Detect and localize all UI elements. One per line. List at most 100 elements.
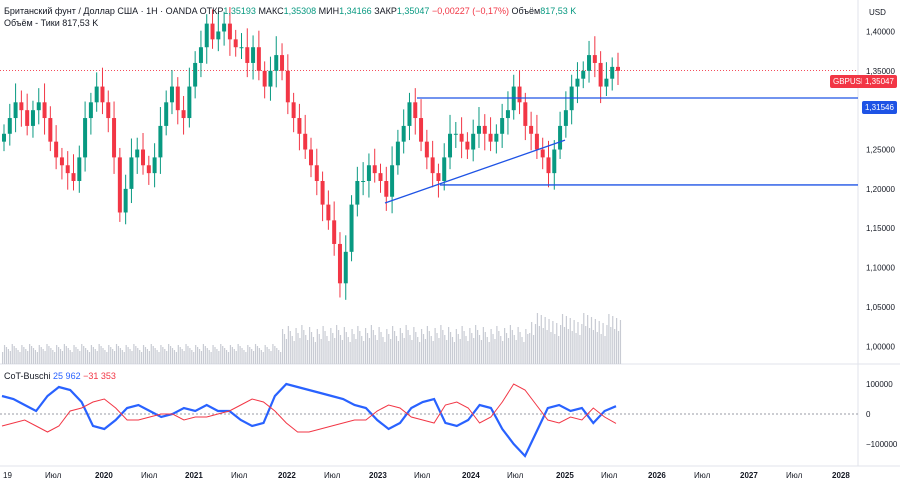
volume-bar — [104, 350, 106, 364]
volume-bar — [185, 344, 187, 364]
indicator-name: CoT-Buschi — [4, 371, 51, 381]
volume-bar — [40, 347, 42, 364]
candle-body — [48, 118, 53, 142]
volume-bar — [453, 342, 456, 364]
candle-body — [83, 118, 88, 158]
volume-bar — [467, 341, 469, 364]
volume-bar — [94, 349, 96, 364]
volume-bar — [471, 333, 473, 364]
volume-bar — [372, 330, 374, 364]
volume-bar — [554, 334, 556, 364]
indicator-tick-label: −100000 — [866, 440, 898, 449]
volume-bar — [135, 346, 137, 364]
candle-body — [320, 181, 325, 205]
volume-bar — [81, 344, 83, 364]
volume-bar — [48, 346, 50, 364]
time-tick-label: Июл — [45, 471, 62, 480]
volume-bar — [160, 345, 162, 364]
volume-bar — [187, 346, 189, 364]
candle-body — [349, 204, 354, 252]
volume-bar — [332, 333, 334, 364]
volume-bar — [432, 341, 434, 364]
indicator-value-red: −31 353 — [83, 371, 116, 381]
candle-body — [77, 157, 82, 181]
volume-bar — [392, 326, 394, 364]
volume-bar — [430, 336, 432, 364]
volume-bar — [442, 330, 444, 364]
volume-bar — [347, 337, 349, 364]
volume-bar — [322, 326, 324, 364]
volume-bar — [121, 350, 123, 364]
time-tick-label: 2021 — [185, 471, 203, 480]
time-tick-label: Июл — [414, 471, 431, 480]
candle-body — [366, 165, 371, 181]
volume-bar — [123, 352, 125, 364]
volume-bar — [303, 330, 305, 364]
volume-bar — [602, 323, 604, 364]
volume-bar — [241, 348, 243, 364]
time-tick-label: 2020 — [95, 471, 113, 480]
volume-bar — [397, 341, 400, 364]
candle-body — [476, 125, 481, 134]
volume-bar — [115, 344, 118, 364]
volume-bar — [19, 352, 21, 364]
low-value: 1,34166 — [339, 6, 372, 16]
volume-bar — [119, 348, 121, 364]
volume-bar — [285, 339, 288, 364]
volume-bar — [171, 348, 174, 364]
volume-bar — [407, 330, 409, 364]
volume-bar — [434, 328, 436, 364]
candle-body — [465, 141, 470, 150]
volume-bar — [509, 325, 512, 364]
volume-bar — [86, 350, 89, 364]
price-tick-label: 1,35000 — [866, 67, 895, 76]
volume-bar — [500, 336, 502, 364]
candle-body — [494, 133, 499, 142]
volume-bar — [395, 336, 398, 364]
candle-body — [152, 157, 157, 174]
volume-bar — [106, 352, 108, 364]
volume-bar — [262, 352, 264, 364]
volume-bar — [218, 351, 220, 364]
volume-bar — [227, 352, 230, 364]
candle-body — [401, 125, 406, 142]
candle-body — [169, 86, 174, 103]
volume-bar — [581, 324, 583, 364]
volume-bar — [596, 332, 598, 364]
candle-body — [204, 23, 209, 48]
candle-body — [482, 125, 487, 134]
volume-bar — [617, 331, 620, 364]
volume-bar — [191, 350, 193, 364]
volume-bar — [83, 346, 85, 364]
volume-bar — [463, 331, 465, 364]
candle-body — [558, 125, 563, 150]
volume-bar — [220, 344, 222, 364]
candle-body — [419, 118, 424, 142]
volume-bar — [98, 344, 100, 364]
volume-bar — [287, 326, 289, 364]
candle-body — [71, 173, 76, 181]
volume-bar — [183, 351, 185, 364]
volume-legend: Объём - Тики 817,53 K — [4, 18, 98, 28]
volume-bar — [475, 325, 477, 364]
volume-bar — [301, 325, 303, 364]
volume-bar — [197, 347, 199, 364]
volume-bar — [42, 349, 44, 364]
volume-bar — [361, 336, 363, 364]
volume-bar — [264, 345, 266, 364]
volume-bar — [90, 345, 93, 364]
candle-body — [19, 102, 24, 111]
currency-label[interactable]: USD — [869, 8, 886, 17]
volume-bar — [318, 334, 320, 364]
candle-body — [158, 125, 163, 158]
volume-bar — [212, 345, 214, 364]
candle-body — [552, 149, 557, 174]
volume-bar — [513, 335, 515, 364]
volume-bar — [254, 344, 257, 364]
volume-bar — [249, 347, 251, 364]
volume-bar — [345, 332, 347, 364]
volume-bar — [291, 336, 293, 364]
volume-bar — [113, 351, 116, 364]
volume-bar — [92, 347, 94, 364]
